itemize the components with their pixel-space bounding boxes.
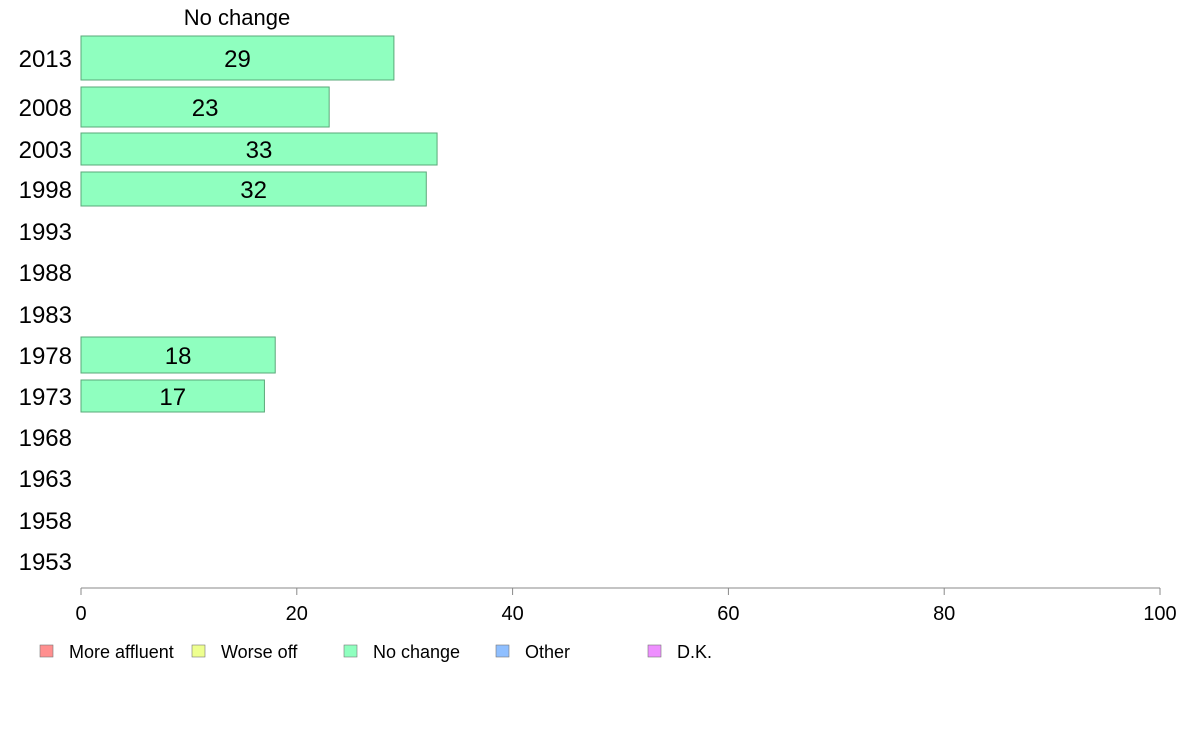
legend-swatch-d-k- [647, 644, 662, 658]
legend: More affluent Worse off No change Other D.K. [39, 642, 712, 662]
bar-value-label-1973: 17 [159, 384, 186, 411]
legend-label-worse-off: Worse off [221, 642, 298, 662]
legend-label-more-affluent: More affluent [69, 642, 174, 662]
x-tick-label-40: 40 [501, 603, 523, 625]
y-label-1978: 1978 [19, 343, 72, 370]
bar-2003 [80, 132, 438, 166]
x-tick-label-100: 100 [1143, 603, 1176, 625]
y-label-1963: 1963 [19, 466, 72, 493]
legend-swatch-no-change [343, 644, 358, 658]
bar-1998 [80, 171, 427, 207]
bar-2008 [80, 86, 330, 128]
x-tick-label-0: 0 [75, 603, 86, 625]
legend-swatch-worse-off [191, 644, 206, 658]
legend-label-other: Other [525, 642, 570, 662]
y-label-1998: 1998 [19, 177, 72, 204]
x-tick-label-20: 20 [286, 603, 308, 625]
y-label-2003: 2003 [19, 137, 72, 164]
y-label-1953: 1953 [19, 549, 72, 576]
chart-title: No change [184, 5, 290, 30]
x-axis: 0 20 40 60 80 100 [75, 587, 1177, 625]
y-label-1983: 1983 [19, 302, 72, 329]
y-label-1973: 1973 [19, 384, 72, 411]
bar-2013 [80, 35, 395, 81]
bar-1973 [80, 379, 265, 413]
bar-1978 [80, 336, 276, 374]
bar-value-label-2013: 29 [224, 46, 251, 73]
y-label-1958: 1958 [19, 508, 72, 535]
bar-value-label-2008: 23 [192, 95, 219, 122]
x-tick-label-80: 80 [933, 603, 955, 625]
y-label-2013: 2013 [19, 46, 72, 73]
y-labels-group: 2013 2008 2003 1998 1993 1988 1983 1978 1973 1968… [19, 46, 72, 576]
y-label-1988: 1988 [19, 260, 72, 287]
bar-value-label-1978: 18 [165, 343, 192, 370]
legend-swatch-more-affluent [39, 644, 54, 658]
x-tick-label-60: 60 [717, 603, 739, 625]
legend-label-d-k-: D.K. [677, 642, 712, 662]
legend-label-no-change: No change [373, 642, 460, 662]
y-label-1968: 1968 [19, 425, 72, 452]
bar-value-label-2003: 33 [246, 137, 273, 164]
y-label-2008: 2008 [19, 95, 72, 122]
bar-value-label-1998: 32 [240, 177, 267, 204]
legend-swatch-other [495, 644, 510, 658]
y-label-1993: 1993 [19, 219, 72, 246]
